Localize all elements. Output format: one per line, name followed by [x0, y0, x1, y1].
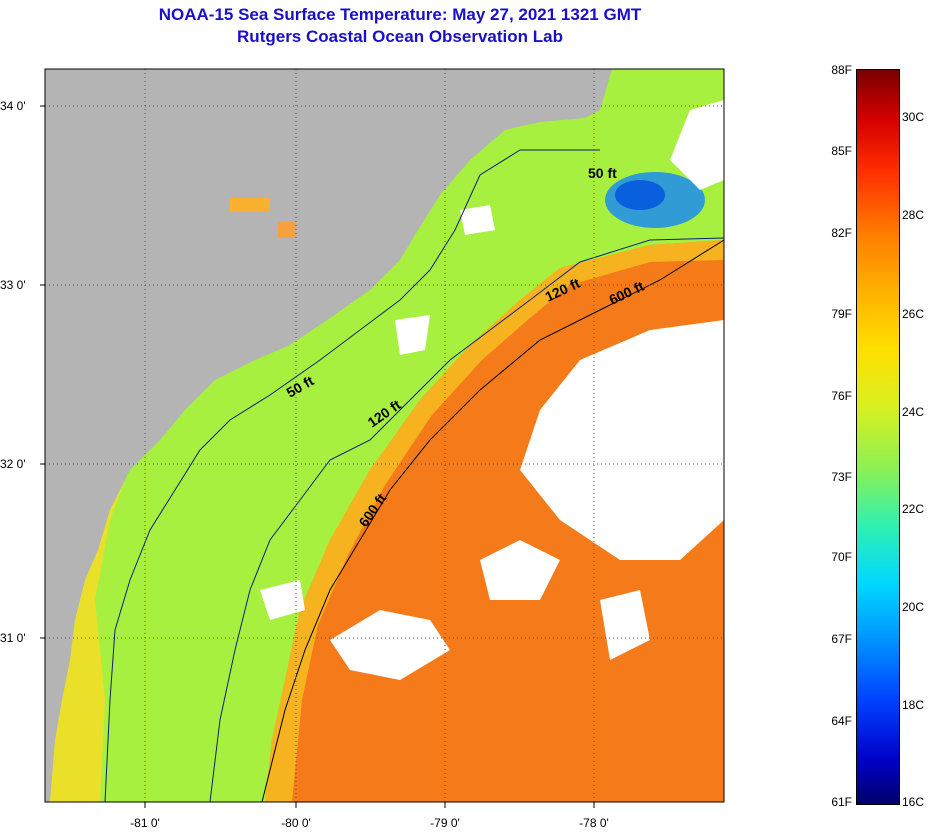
- map-frame: [44, 68, 725, 803]
- lon-label: -79 0': [430, 816, 460, 830]
- isobath-600ft: [261, 239, 724, 802]
- colorbar-f-label: 67F: [831, 632, 852, 646]
- cloud-mask: [260, 100, 724, 680]
- colorbar-f-label: 82F: [831, 226, 852, 240]
- colorbar-f-label: 85F: [831, 144, 852, 158]
- isobath-50ft: [104, 149, 600, 802]
- colorbar-f-label: 88F: [831, 63, 852, 77]
- colorbar-c-label: 16C: [902, 795, 925, 809]
- colorbar-f-label: 79F: [831, 307, 852, 321]
- colorbar-f-label: 70F: [831, 550, 852, 564]
- colorbar-c-label: 18C: [902, 698, 925, 712]
- land: [45, 69, 612, 802]
- colorbar-c-label: 30C: [902, 110, 925, 124]
- colorbar-f-label: 73F: [831, 470, 852, 484]
- map-title: NOAA-15 Sea Surface Temperature: May 27,…: [158, 5, 642, 24]
- lat-label: 34 0': [0, 99, 26, 113]
- front-water: [265, 240, 724, 802]
- colorbar-c-label: 26C: [902, 307, 925, 321]
- cold-core: [615, 180, 665, 210]
- map-subtitle: Rutgers Coastal Ocean Observation Lab: [237, 27, 563, 46]
- colorbar-f-label: 61F: [831, 795, 852, 809]
- lon-label: -81 0': [130, 816, 160, 830]
- lat-label: 33 0': [0, 278, 26, 292]
- colorbar-c-label: 28C: [902, 208, 925, 222]
- colorbar-f-label: 64F: [831, 714, 852, 728]
- lon-label: -78 0': [579, 816, 609, 830]
- lat-label: 31 0': [0, 631, 26, 645]
- colorbar-c-label: 20C: [902, 600, 925, 614]
- colorbar-c-label: 22C: [902, 502, 925, 516]
- inland-lake: [278, 222, 296, 238]
- tick-marks: [40, 105, 595, 808]
- inland-lake: [230, 198, 270, 212]
- colorbar-c-label: 24C: [902, 405, 925, 419]
- isobath-120ft: [209, 237, 724, 802]
- lat-label: 32 0': [0, 457, 26, 471]
- isobath-label: 50 ft: [588, 165, 617, 181]
- colorbar: [856, 69, 900, 805]
- colorbar-f-label: 76F: [831, 389, 852, 403]
- lon-label: -80 0': [281, 816, 311, 830]
